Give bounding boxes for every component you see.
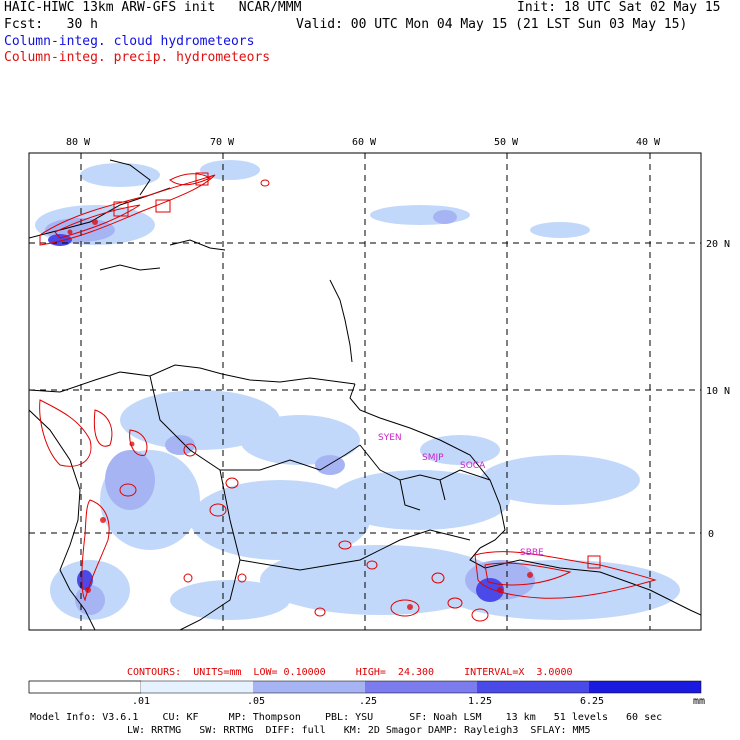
lat-label-20n: 20 N xyxy=(706,239,730,250)
lon-label-60w: 60 W xyxy=(352,137,377,148)
grid-lines xyxy=(29,153,701,630)
colorbar-units: mm xyxy=(693,696,705,707)
map-field xyxy=(29,153,701,630)
colorbar-tick-3: .25 xyxy=(359,696,377,707)
place-label-soca: SOCA xyxy=(460,461,486,471)
legend-cloud-hydrometeors: Column-integ. cloud hydrometeors xyxy=(4,34,255,49)
precip-cores xyxy=(67,219,533,610)
colorbar-tick-2: .05 xyxy=(247,696,265,707)
colorbar-tick-1: .01 xyxy=(132,696,150,707)
forecast-hour: Fcst: 30 h xyxy=(4,17,98,32)
lon-label-40w: 40 W xyxy=(636,137,661,148)
colorbar xyxy=(28,680,702,694)
model-info-line1: Model Info: V3.6.1 CU: KF MP: Thompson P… xyxy=(30,712,663,723)
model-title: HAIC-HIWC 13km ARW-GFS init NCAR/MMM xyxy=(4,0,302,15)
place-label-smjp: SMJP xyxy=(422,453,444,463)
lat-label-0: 0 xyxy=(708,529,714,540)
place-label-syen: SYEN xyxy=(378,433,402,443)
valid-time: Valid: 00 UTC Mon 04 May 15 (21 LST Sun … xyxy=(296,17,688,32)
model-info-line2: LW: RRTMG SW: RRTMG DIFF: full KM: 2D Sm… xyxy=(127,725,591,736)
map-frame xyxy=(28,152,702,631)
init-time: Init: 18 UTC Sat 02 May 15 xyxy=(517,0,721,15)
place-label-sbbe: SBBE xyxy=(520,548,544,558)
lat-label-10n: 10 N xyxy=(706,386,730,397)
legend-precip-hydrometeors: Column-integ. precip. hydrometeors xyxy=(4,50,271,65)
lon-label-50w: 50 W xyxy=(494,137,519,148)
station-markers xyxy=(113,172,601,569)
colorbar-tick-4: 1.25 xyxy=(468,696,492,707)
precip-contours xyxy=(39,173,657,622)
lon-label-80w: 80 W xyxy=(66,137,91,148)
contour-info: CONTOURS: UNITS=mm LOW= 0.10000 HIGH= 24… xyxy=(127,667,573,678)
lon-label-70w: 70 W xyxy=(210,137,235,148)
colorbar-tick-5: 6.25 xyxy=(580,696,604,707)
